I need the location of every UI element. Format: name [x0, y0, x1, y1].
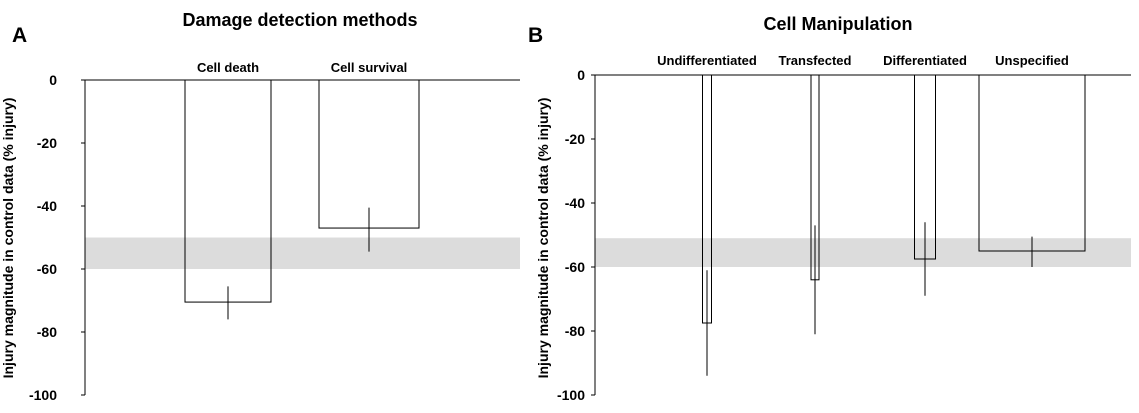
panel-label: B	[528, 24, 543, 47]
category-label: Cell survival	[331, 60, 408, 75]
reference-band	[85, 237, 520, 269]
category-label: Unspecified	[995, 53, 1069, 68]
panel-a: 0 -20 -40 -60 -80 -100 Cell death Cell surviva…	[0, 10, 520, 403]
y-tick-group: 0 -20 -40 -60 -80 -100	[557, 67, 595, 403]
category-label: Undifferentiated	[657, 53, 757, 68]
y-tick-label: -20	[565, 131, 585, 147]
y-tick-label: -80	[37, 324, 57, 340]
chart-title: Damage detection methods	[182, 10, 417, 30]
axes	[594, 74, 1131, 395]
reference-band	[595, 238, 1131, 267]
error-bar-group	[706, 222, 1033, 376]
bar	[978, 74, 1086, 252]
y-tick-label: 0	[577, 67, 585, 83]
axes	[84, 79, 520, 395]
y-tick-label: 0	[49, 72, 57, 88]
category-label: Transfected	[779, 53, 852, 68]
error-bar-group	[227, 207, 370, 320]
bar	[318, 79, 420, 229]
y-tick-label: -20	[37, 135, 57, 151]
category-label: Cell death	[197, 60, 259, 75]
y-tick-label: -80	[565, 323, 585, 339]
category-label-group: Undifferentiated Transfected Differentiate…	[657, 53, 1069, 68]
y-tick-group: 0 -20 -40 -60 -80 -100	[29, 72, 85, 403]
category-label-group: Cell death Cell survival	[197, 60, 407, 75]
y-tick-label: -60	[37, 261, 57, 277]
panel-label: A	[12, 24, 27, 47]
panel-b: 0 -20 -40 -60 -80 -100 Undifferentiated Transf…	[528, 14, 1131, 403]
y-axis-label: Injury magnitude in control data (% inju…	[535, 98, 551, 379]
y-tick-label: -40	[565, 195, 585, 211]
category-label: Differentiated	[883, 53, 967, 68]
shaded-band	[85, 237, 520, 269]
y-tick-label: -40	[37, 198, 57, 214]
y-tick-label: -100	[29, 387, 57, 403]
y-axis-label: Injury magnitude in control data (% inju…	[0, 98, 16, 379]
y-tick-label: -100	[557, 387, 585, 403]
y-tick-label: -60	[565, 259, 585, 275]
chart-title: Cell Manipulation	[763, 14, 912, 34]
bar-group	[702, 74, 1086, 324]
shaded-band	[595, 238, 1131, 267]
